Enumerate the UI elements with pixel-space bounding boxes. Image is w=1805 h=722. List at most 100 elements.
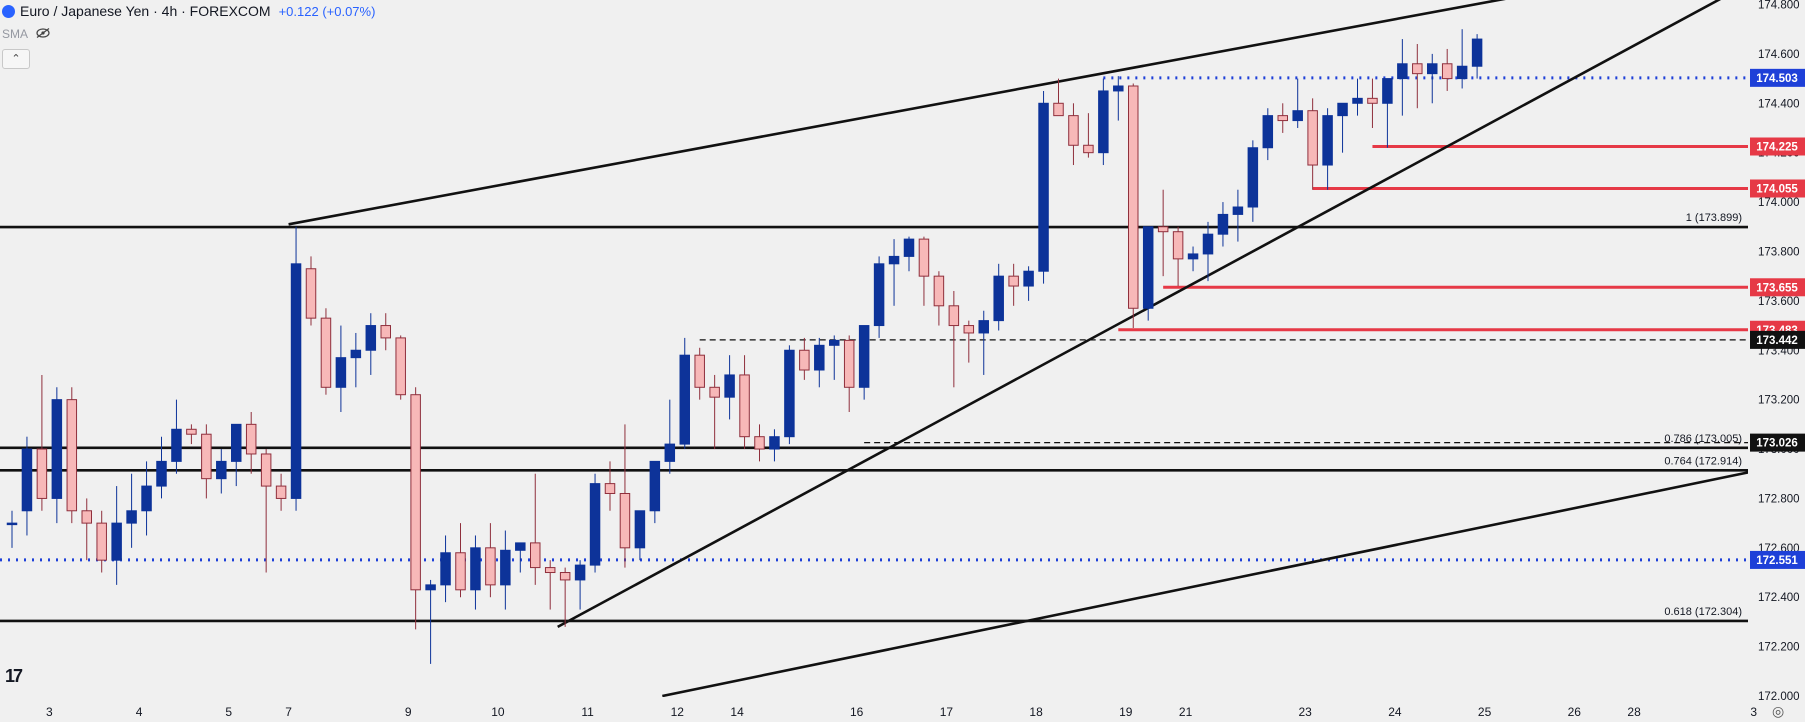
candle-body <box>1232 206 1244 215</box>
price-badge <box>1750 433 1805 452</box>
candle-body <box>1142 226 1154 309</box>
candle-body <box>1456 65 1468 80</box>
candle-body <box>619 492 631 549</box>
candle-body <box>186 428 197 435</box>
candle-body <box>903 238 915 257</box>
candle-body <box>410 394 421 591</box>
y-axis-tick-label: 174.000 <box>1758 197 1800 209</box>
candle-body <box>126 510 137 524</box>
candle-body <box>873 263 885 327</box>
candle-body <box>1157 226 1169 233</box>
candle-body <box>1277 115 1288 122</box>
candle-body <box>231 423 242 462</box>
x-axis-tick-label: 9 <box>405 705 412 719</box>
candle-body <box>1068 115 1079 146</box>
candle-body <box>1367 97 1378 104</box>
sma-indicator-row[interactable]: SMA <box>2 27 50 41</box>
candle-body <box>1337 102 1348 117</box>
candle-body <box>1023 270 1034 287</box>
candle-body <box>81 510 92 524</box>
price-badge <box>1750 179 1805 198</box>
candle-body <box>21 448 33 512</box>
candle-body <box>978 320 989 334</box>
candle-body <box>380 325 391 339</box>
x-axis-tick-label: 26 <box>1568 705 1582 719</box>
candle-body <box>1217 213 1229 235</box>
price-badge <box>1750 550 1805 569</box>
candle-body <box>739 374 750 438</box>
gear-icon[interactable]: ◎ <box>1772 703 1785 719</box>
x-axis-tick-label: 10 <box>491 705 505 719</box>
candle-body <box>395 337 406 396</box>
plot-area <box>0 0 1748 697</box>
x-axis-tick-label: 3 <box>1750 705 1757 719</box>
candle-body <box>6 522 18 526</box>
eye-crossed-icon[interactable] <box>36 27 50 41</box>
candle-body <box>724 374 735 398</box>
candle-body <box>843 339 855 388</box>
x-axis-tick-label: 21 <box>1179 705 1193 719</box>
y-axis-tick-label: 172.400 <box>1758 592 1800 604</box>
x-axis-tick-label: 11 <box>581 705 594 719</box>
candle-body <box>1307 110 1318 166</box>
candle-body <box>1352 97 1363 104</box>
chart-header: Euro / Japanese Yen · 4h · FOREXCOM +0.1… <box>0 0 375 22</box>
y-axis-tick-label: 173.200 <box>1758 395 1800 407</box>
candle-body <box>335 357 347 388</box>
candle-body <box>1471 38 1483 67</box>
candle-body <box>515 542 526 551</box>
candle-body <box>96 522 107 561</box>
candle-body <box>1262 115 1274 149</box>
fib-level-label: 1 (173.899) <box>1686 212 1742 224</box>
candle-body <box>814 344 825 371</box>
x-axis-tick-label: 14 <box>730 705 744 719</box>
x-axis-tick-label: 7 <box>285 705 292 719</box>
candle-body <box>1038 102 1049 272</box>
candle-body <box>275 485 287 499</box>
candle-body <box>888 255 900 265</box>
price-badge <box>1750 137 1805 156</box>
candle-body <box>171 428 182 462</box>
trendline-rising-support <box>557 0 1722 628</box>
candle-body <box>350 349 362 359</box>
x-axis-tick-label: 5 <box>225 705 232 719</box>
price-badge-label: 173.026 <box>1756 438 1798 450</box>
candle-body <box>694 354 705 388</box>
candle-body <box>634 510 646 549</box>
candle-body <box>201 433 212 480</box>
candle-body <box>470 547 481 591</box>
candle-body <box>574 564 586 581</box>
candle-body <box>1247 147 1259 208</box>
x-axis-tick-label: 18 <box>1029 705 1043 719</box>
candle-body <box>141 485 152 512</box>
y-axis-tick-label: 173.800 <box>1758 246 1800 258</box>
candle-body <box>769 436 780 450</box>
candle-body <box>1382 78 1393 104</box>
candle-body <box>679 354 690 445</box>
symbol-title[interactable]: Euro / Japanese Yen · 4h · FOREXCOM <box>20 3 271 19</box>
price-badge-label: 172.551 <box>1756 555 1798 567</box>
tradingview-logo-icon: 17 <box>5 666 23 686</box>
candle-body <box>455 552 466 591</box>
candle-body <box>245 423 257 455</box>
candle-body <box>829 339 840 346</box>
price-badge-label: 173.655 <box>1756 282 1798 294</box>
y-axis-tick-label: 173.600 <box>1758 296 1800 308</box>
x-axis-tick-label: 16 <box>850 705 864 719</box>
candle-body <box>1083 144 1094 154</box>
candle-body <box>993 275 1004 322</box>
candle-body <box>51 399 63 499</box>
candle-body <box>260 453 272 487</box>
candle-body <box>754 436 765 450</box>
chevron-up-icon[interactable]: ⌃ <box>2 49 30 69</box>
price-badge <box>1750 330 1805 349</box>
candle-body <box>530 542 541 569</box>
sma-label: SMA <box>2 27 29 41</box>
candle-body <box>500 549 511 586</box>
price-change: +0.122 (+0.07%) <box>278 3 376 19</box>
x-axis-tick-label: 17 <box>940 705 954 719</box>
candle-body <box>559 572 571 581</box>
candle-body <box>1441 63 1453 80</box>
x-axis-tick-label: 4 <box>136 705 143 719</box>
